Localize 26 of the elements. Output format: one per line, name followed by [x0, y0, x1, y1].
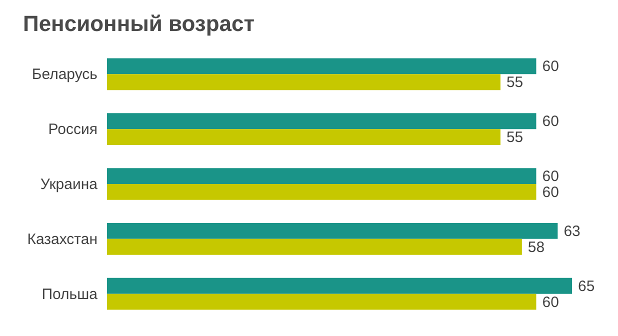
bar: [107, 168, 536, 184]
data-label: 65: [578, 278, 595, 295]
bar: [107, 58, 536, 74]
chart-title: Пенсионный возраст: [23, 11, 255, 36]
bar: [107, 113, 536, 130]
y-tick-label: Украина: [40, 176, 98, 193]
data-label: 63: [564, 222, 580, 240]
data-label: 55: [506, 129, 524, 146]
y-tick-label: Россия: [48, 121, 98, 138]
data-label: 60: [542, 294, 559, 311]
bar: [107, 238, 522, 255]
bar: [107, 294, 536, 310]
y-tick-label: Казахстан: [27, 230, 98, 248]
data-label: 58: [528, 238, 545, 256]
bar: [107, 74, 500, 90]
bar: [107, 222, 558, 239]
data-label: 60: [542, 58, 559, 76]
data-label: 60: [542, 184, 559, 201]
bar: [107, 278, 572, 294]
bar: [107, 129, 500, 146]
data-label: 60: [542, 168, 559, 186]
bar: [107, 184, 536, 200]
y-tick-label: Польша: [42, 286, 98, 303]
y-tick-label: Беларусь: [32, 66, 98, 84]
data-label: 60: [542, 113, 559, 130]
data-label: 55: [506, 74, 524, 92]
